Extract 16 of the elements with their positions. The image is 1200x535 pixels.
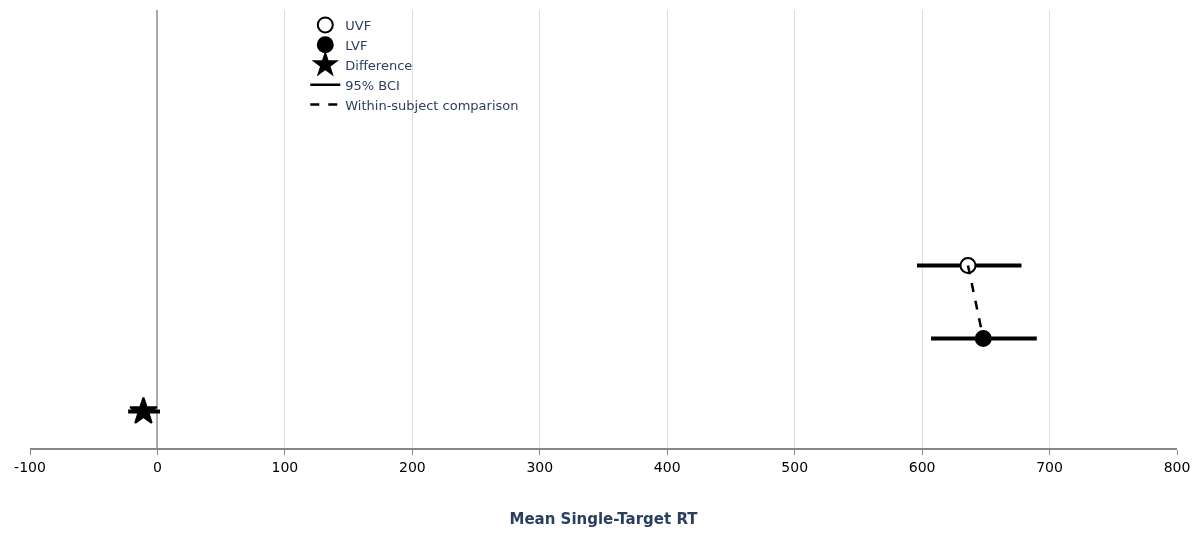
x-tick-label: 800: [1163, 458, 1191, 475]
x-tick-label: 400: [653, 458, 681, 475]
x-tick-label: -100: [14, 458, 46, 475]
x-axis-title: Mean Single-Target RT: [509, 510, 699, 529]
legend-label: 95% BCI: [345, 77, 400, 93]
x-tick-label: 500: [781, 458, 809, 475]
x-tick-label: 100: [271, 458, 299, 475]
legend-label: Difference: [345, 57, 413, 73]
x-tick-label: 200: [398, 458, 426, 475]
x-tick-label: 300: [526, 458, 554, 475]
x-tick-label: 700: [1036, 458, 1063, 475]
x-tick-label: 600: [908, 458, 936, 475]
legend-label: Within-subject comparison: [345, 97, 519, 113]
x-tick-label: 0: [152, 458, 162, 475]
legend-label: LVF: [345, 37, 368, 53]
legend-label: UVF: [345, 18, 372, 34]
